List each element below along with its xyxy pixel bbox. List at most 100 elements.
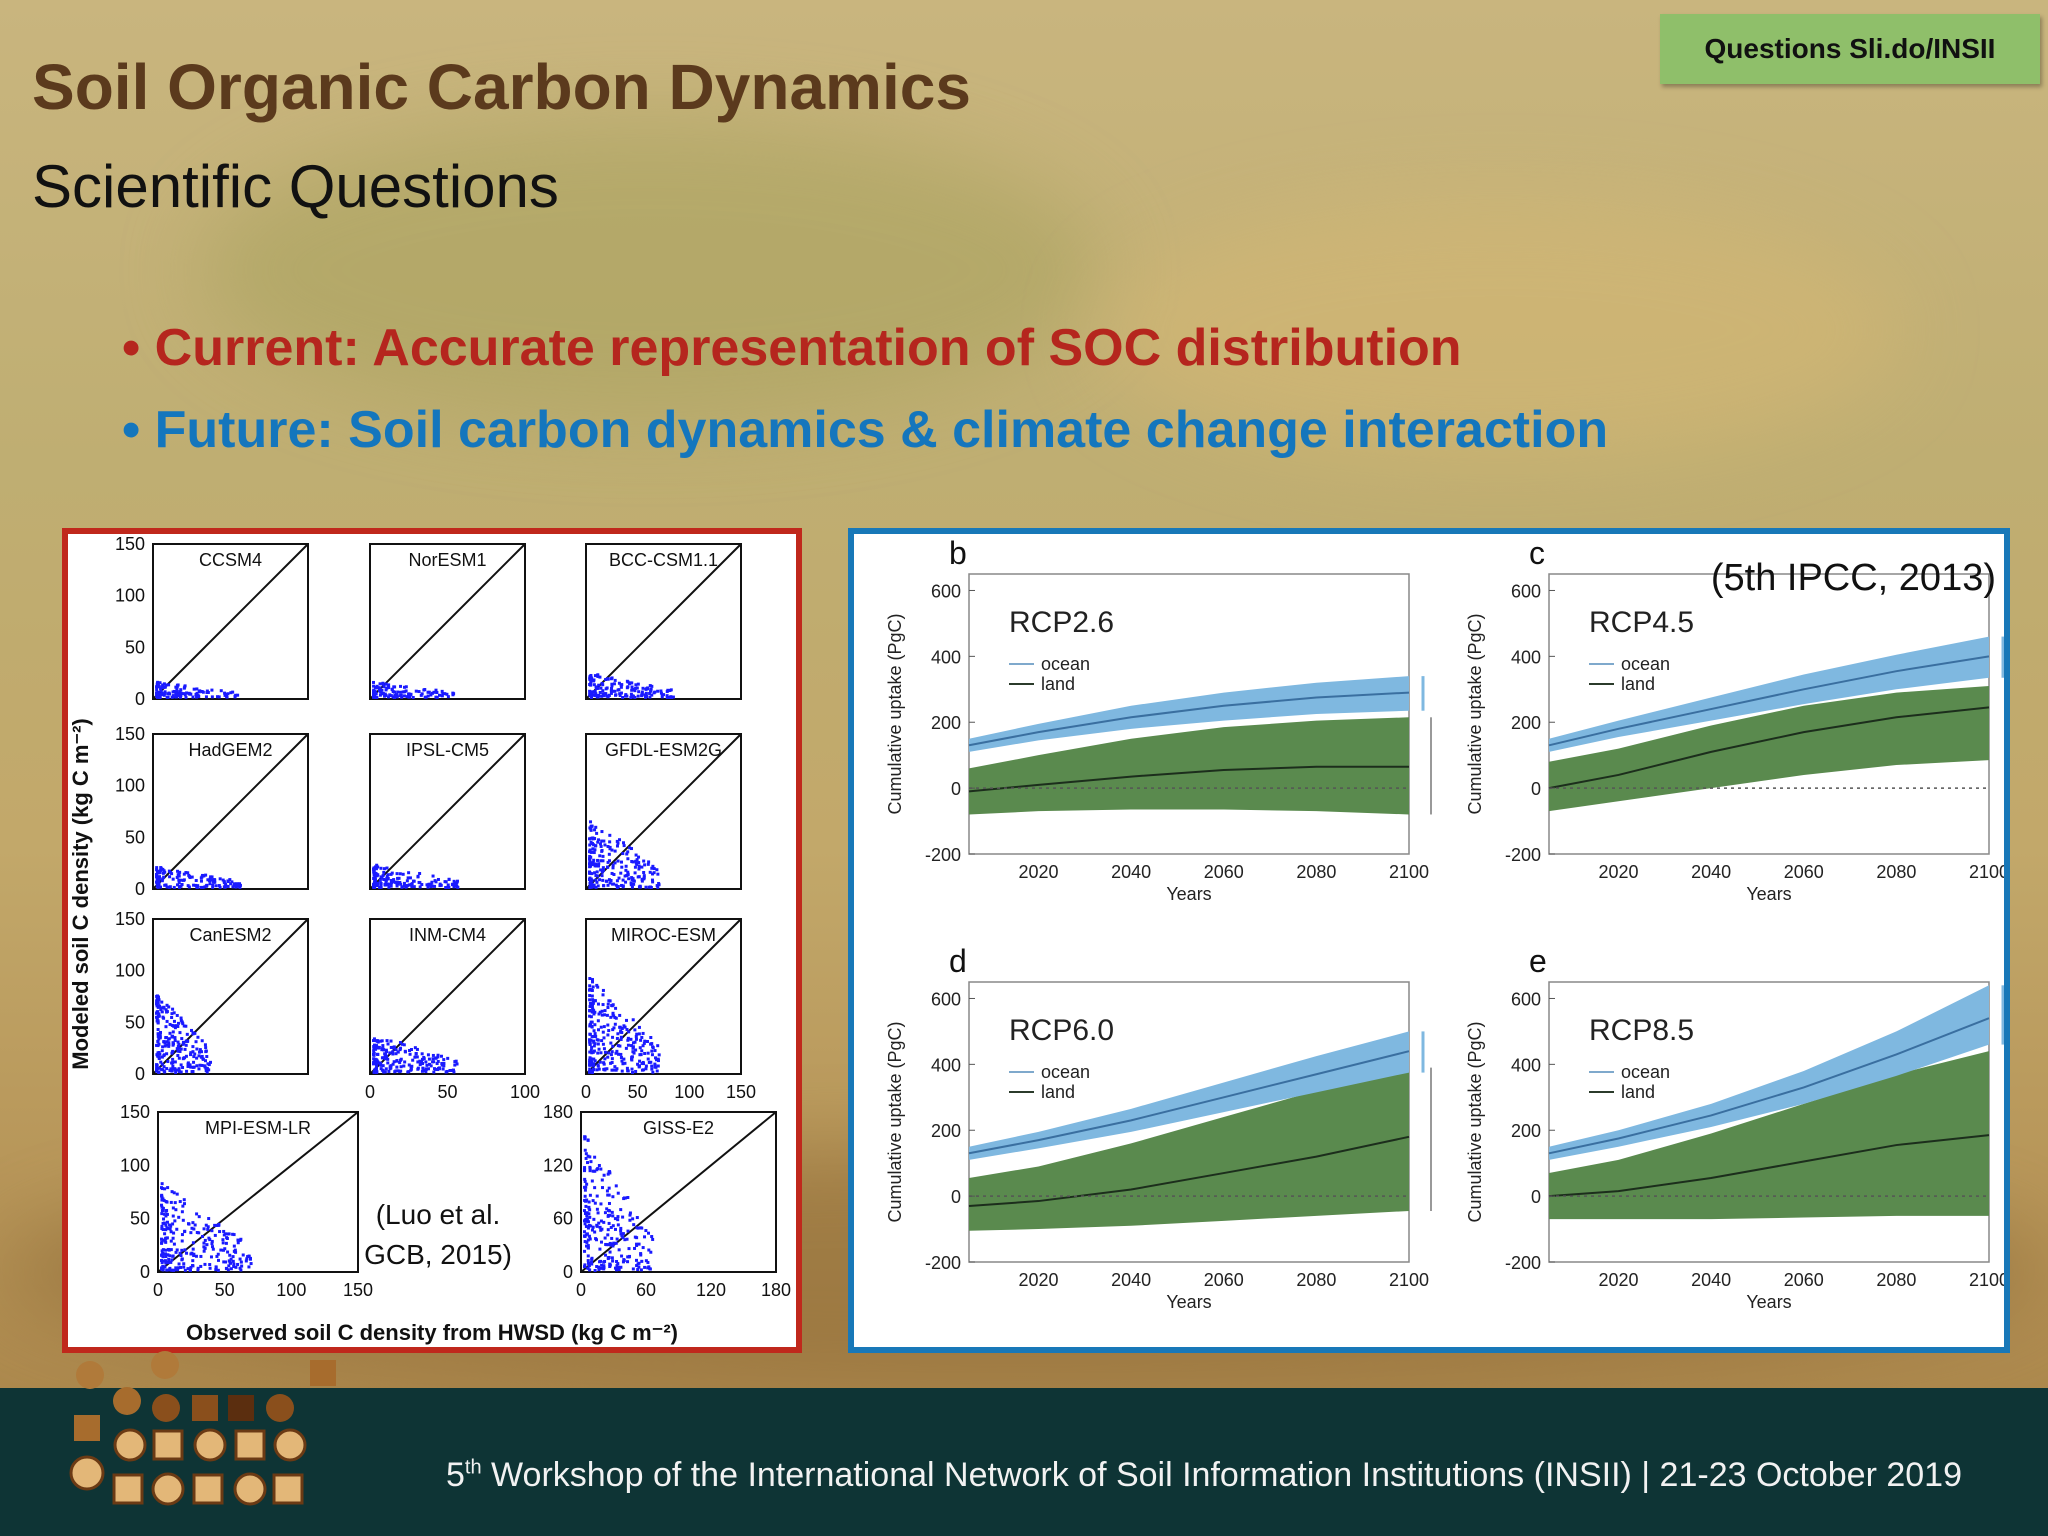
scatter-point: [171, 877, 175, 881]
scatter-point: [628, 1254, 632, 1258]
scatter-point: [180, 1037, 184, 1041]
scatter-point: [170, 1268, 174, 1272]
scatter-point: [637, 690, 641, 694]
scatter-point: [650, 1049, 654, 1053]
scatter-point: [173, 1219, 177, 1223]
scatter-point: [176, 869, 180, 873]
scatter-point: [631, 1070, 635, 1074]
scatter-point: [174, 1208, 178, 1212]
scatter-point: [164, 1255, 168, 1259]
scatter-point: [589, 850, 593, 854]
scatter-point: [182, 1202, 186, 1206]
scatter-point: [156, 1040, 160, 1044]
scatter-point: [605, 1013, 609, 1017]
scatter-point: [157, 1050, 161, 1054]
questions-badge[interactable]: Questions Sli.do/INSII: [1660, 14, 2040, 84]
scatter-point: [595, 864, 599, 868]
scatter-point: [401, 872, 405, 876]
scatter-point: [642, 1041, 646, 1045]
scatter-point: [437, 693, 441, 697]
scatter-point: [228, 1260, 232, 1264]
scatter-point: [583, 1222, 587, 1226]
scatter-point: [593, 674, 597, 678]
scatter-point: [421, 1066, 425, 1070]
scatter-point: [637, 1064, 641, 1068]
scenario-label: RCP4.5: [1589, 606, 1694, 639]
scatter-point: [601, 859, 605, 863]
scatter-point: [434, 1056, 438, 1060]
scatter-point: [199, 876, 203, 880]
scatter-point: [231, 690, 235, 694]
scatter-point: [640, 690, 644, 694]
x-tick-label: 150: [343, 1280, 373, 1300]
y-tick-label: 400: [931, 1055, 961, 1075]
land-line: [968, 1135, 1410, 1207]
ocean-line: [968, 691, 1410, 747]
scatter-point: [177, 1046, 181, 1050]
scatter-point: [586, 1238, 590, 1242]
scatter-point: [163, 1237, 167, 1241]
scatter-point: [188, 1268, 192, 1272]
scatter-point: [592, 683, 596, 687]
scatter-point: [168, 1022, 172, 1026]
scatter-point: [637, 864, 641, 868]
scatter-point: [386, 695, 390, 699]
scatter-point: [436, 1060, 440, 1064]
scatter-point: [593, 1201, 597, 1205]
scatter-point: [639, 1253, 643, 1257]
scatter-point: [207, 1068, 211, 1072]
scatter-point: [213, 1223, 217, 1227]
scatter-point: [177, 1215, 181, 1219]
scatter-point: [406, 876, 410, 880]
x-tick-label: 2060: [1204, 862, 1244, 882]
scatter-point: [607, 1051, 611, 1055]
footer-ordinal: 5: [446, 1456, 465, 1494]
scatter-point: [235, 882, 239, 886]
scatter-point: [178, 885, 182, 889]
scatter-point: [598, 1225, 602, 1229]
scatter-point: [598, 842, 602, 846]
scatter-point: [186, 884, 190, 888]
scatter-point: [606, 1256, 610, 1260]
scatter-point: [204, 1059, 208, 1063]
scatter-point: [412, 885, 416, 889]
scatter-point: [157, 1042, 161, 1046]
scatter-point: [169, 1200, 173, 1204]
scatter-point: [598, 675, 602, 679]
scatter-point: [173, 1201, 177, 1205]
scatter-point: [649, 1042, 653, 1046]
scatter-point: [630, 1057, 634, 1061]
y-tick-label: 600: [931, 989, 961, 1009]
footer-ordinal-suffix: th: [464, 1456, 482, 1479]
scatter-point: [621, 1215, 625, 1219]
scatter-point: [610, 1256, 614, 1260]
scatter-point: [177, 1042, 181, 1046]
scatter-point: [637, 1261, 641, 1265]
scatter-point: [634, 1069, 638, 1073]
scatter-point: [609, 1061, 613, 1065]
scatter-point: [186, 1267, 190, 1271]
legend-land-label: land: [1041, 1082, 1075, 1102]
scatter-point: [633, 1246, 637, 1250]
scatter-point: [155, 1004, 159, 1008]
scatter-point: [638, 1046, 642, 1050]
scatter-figure-panel: CCSM4 0 50 100 150 NorESM1 BCC-CSM1.1 HadGEM2 0 5…: [62, 528, 802, 1353]
scatter-point: [176, 1044, 180, 1048]
scatter-point: [221, 1248, 225, 1252]
scatter-point: [173, 1068, 177, 1072]
scatter-point: [178, 693, 182, 697]
x-tick-label: 50: [628, 1082, 648, 1102]
scatter-point: [646, 1051, 650, 1055]
scatter-point: [588, 1001, 592, 1005]
scatter-point: [594, 1237, 598, 1241]
scatter-point: [624, 864, 628, 868]
scatter-point: [657, 881, 661, 885]
scatter-point: [402, 694, 406, 698]
scatter-point: [618, 1025, 622, 1029]
scatter-point: [167, 1257, 171, 1261]
scatter-point: [157, 1012, 161, 1016]
scatter-point: [612, 1068, 616, 1072]
scatter-point: [585, 1240, 589, 1244]
scatter-point: [395, 884, 399, 888]
